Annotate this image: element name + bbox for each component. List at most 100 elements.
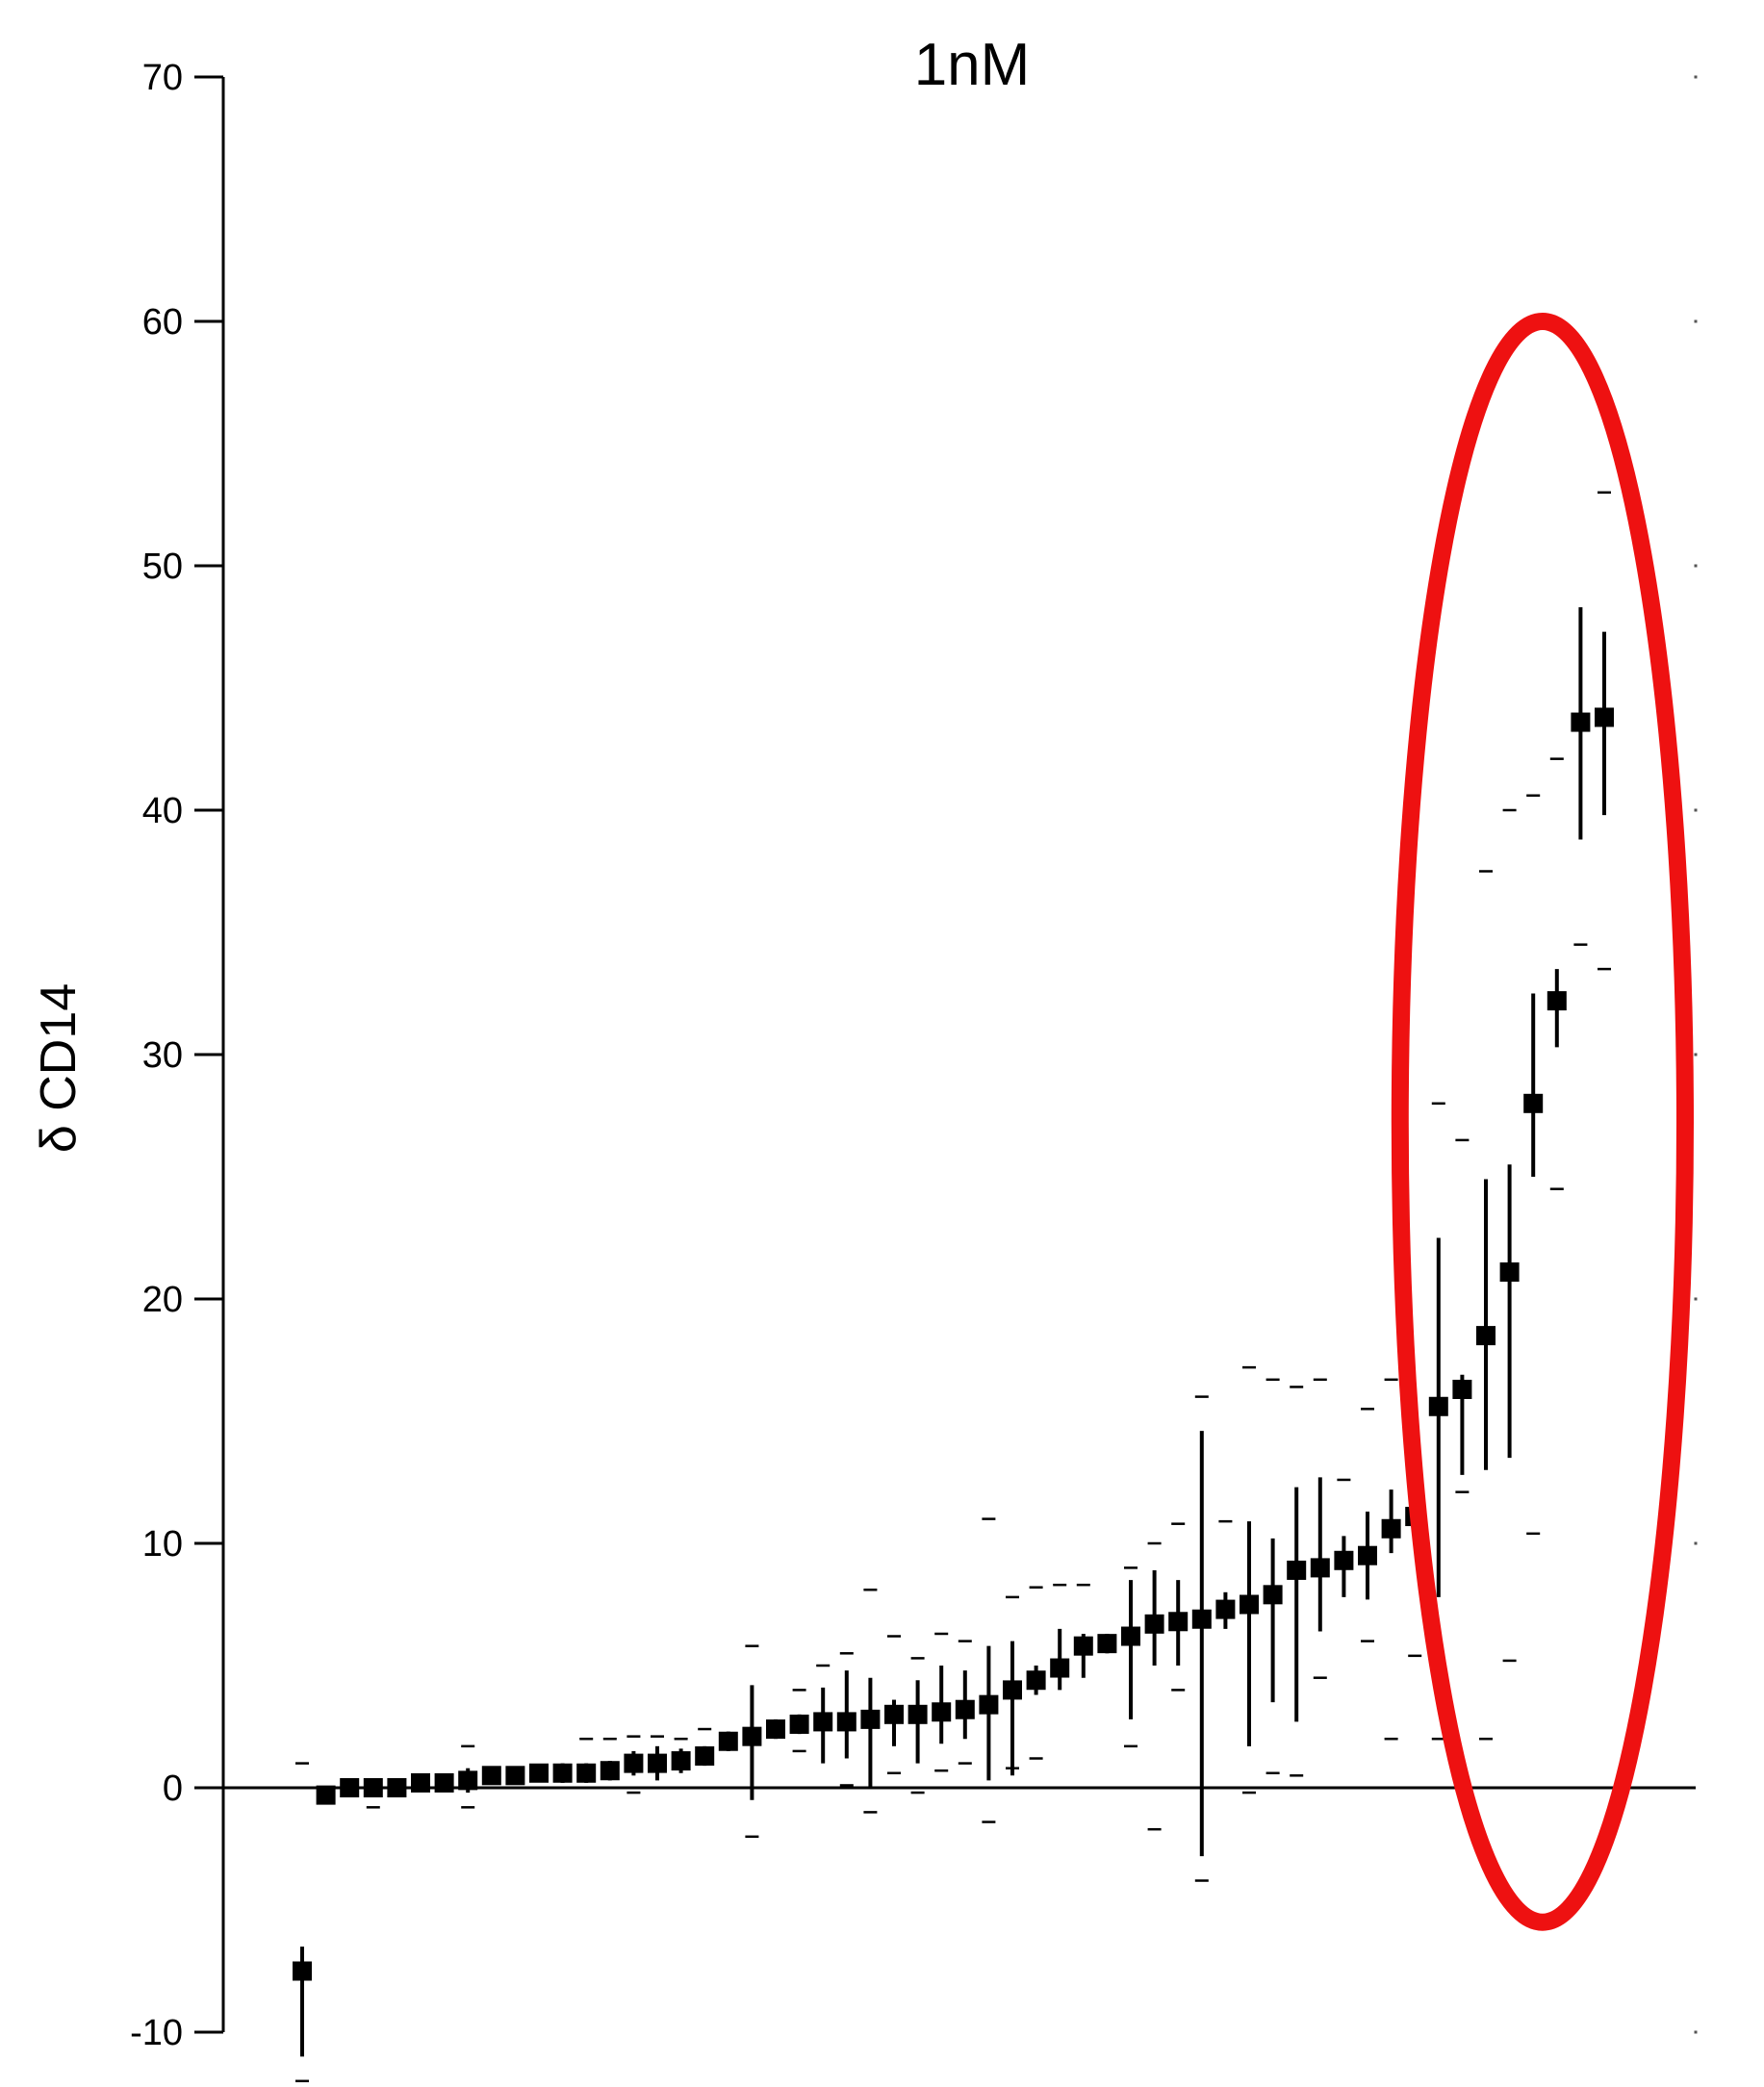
data-point <box>434 1772 454 1793</box>
data-point-group <box>1097 1633 1117 1654</box>
data-point-group <box>884 1635 904 1775</box>
data-point-group <box>1452 1138 1472 1493</box>
data-point-group <box>1168 1522 1189 1692</box>
data-point <box>671 1751 691 1771</box>
data-point <box>742 1726 762 1746</box>
data-point <box>860 1709 881 1729</box>
data-point-group <box>813 1664 833 1764</box>
data-point <box>411 1772 430 1793</box>
data-point <box>552 1763 573 1783</box>
data-point-group <box>1263 1378 1283 1775</box>
data-point <box>1428 1396 1448 1416</box>
data-point-group <box>718 1731 738 1751</box>
data-point-group <box>316 1785 336 1805</box>
highlight-layer <box>1391 313 1695 1931</box>
y-tick-label: 10 <box>142 1524 183 1565</box>
right-edge-dots <box>1694 75 1698 2034</box>
data-point-group <box>860 1589 881 1814</box>
data-point <box>458 1770 478 1791</box>
data-point <box>1026 1670 1046 1691</box>
data-point <box>908 1704 928 1724</box>
edge-dot <box>1694 75 1698 79</box>
data-point-group <box>529 1763 549 1783</box>
data-point <box>955 1699 975 1719</box>
y-tick-label: 40 <box>142 791 183 831</box>
data-point-group <box>1073 1583 1093 1678</box>
data-point <box>932 1702 952 1722</box>
data-point <box>766 1719 785 1740</box>
data-point-group <box>1287 1386 1307 1777</box>
data-point <box>293 1961 312 1981</box>
highlight-ellipse <box>1391 313 1695 1931</box>
data-point <box>1547 991 1567 1011</box>
data-point <box>1452 1379 1472 1399</box>
data-point-group <box>648 1735 667 1781</box>
data-point-group <box>836 1652 856 1787</box>
y-tick-label: 60 <box>142 302 183 343</box>
y-tick-label: -10 <box>130 2013 183 2053</box>
data-point-group <box>434 1772 454 1793</box>
data-point-group <box>1476 870 1496 1741</box>
data-point-group <box>1499 808 1520 1663</box>
data-point <box>1144 1614 1164 1634</box>
data-point <box>1287 1560 1307 1580</box>
edge-dot <box>1694 319 1698 323</box>
edge-dot <box>1694 564 1698 568</box>
data-point <box>1358 1545 1377 1565</box>
data-point <box>1334 1550 1354 1570</box>
data-point-group <box>576 1737 597 1783</box>
data-point-group <box>1121 1566 1140 1748</box>
data-point <box>1121 1626 1140 1646</box>
data-point-group <box>908 1657 928 1794</box>
edge-dot <box>1694 1541 1698 1545</box>
data-point <box>1310 1558 1330 1578</box>
data-point-group <box>695 1727 715 1767</box>
y-tick-label: 50 <box>142 547 183 587</box>
data-point-group <box>1191 1395 1212 1882</box>
chart-title: 1nM <box>914 32 1031 98</box>
y-tick-label: 0 <box>163 1769 183 1809</box>
edge-dot <box>1694 1053 1698 1056</box>
data-point <box>340 1778 360 1797</box>
data-point-group <box>1334 1478 1354 1597</box>
data-point <box>1499 1262 1520 1283</box>
data-point-group <box>624 1735 644 1794</box>
data-point <box>1523 1093 1544 1113</box>
data-point <box>789 1714 809 1734</box>
data-point-group <box>1240 1365 1259 1794</box>
data-point-group <box>789 1689 809 1753</box>
data-point-group <box>293 1762 312 2083</box>
data-point <box>529 1763 549 1783</box>
data-point <box>1003 1680 1022 1700</box>
data-point <box>1097 1634 1117 1654</box>
y-tick-label: 20 <box>142 1280 183 1320</box>
data-point-group <box>1215 1519 1236 1629</box>
data-point-group <box>742 1644 762 1839</box>
data-point-group <box>363 1778 383 1809</box>
data-point <box>1476 1326 1496 1346</box>
data-point-group <box>955 1640 975 1765</box>
data-point <box>695 1745 715 1766</box>
data-point <box>505 1766 525 1786</box>
data-point-group <box>1310 1378 1330 1679</box>
data-point-group <box>340 1778 360 1797</box>
data-point <box>316 1785 336 1805</box>
data-point-group <box>411 1772 430 1793</box>
data-point-group <box>600 1737 620 1781</box>
data-marks <box>293 491 1614 2083</box>
data-point-group <box>505 1766 525 1786</box>
data-point <box>600 1761 620 1781</box>
y-tick-label: 30 <box>142 1035 183 1076</box>
data-point-group <box>932 1632 952 1772</box>
data-point-group <box>1571 607 1591 946</box>
y-axis-label: δ CD14 <box>31 983 87 1153</box>
data-point-group <box>1595 491 1614 971</box>
data-point <box>718 1731 738 1751</box>
data-point-group <box>387 1778 407 1797</box>
data-point-group <box>458 1744 478 1809</box>
data-point <box>363 1778 383 1797</box>
data-point <box>1571 712 1591 732</box>
data-point-group <box>1026 1586 1046 1760</box>
data-point-group <box>1144 1541 1164 1831</box>
